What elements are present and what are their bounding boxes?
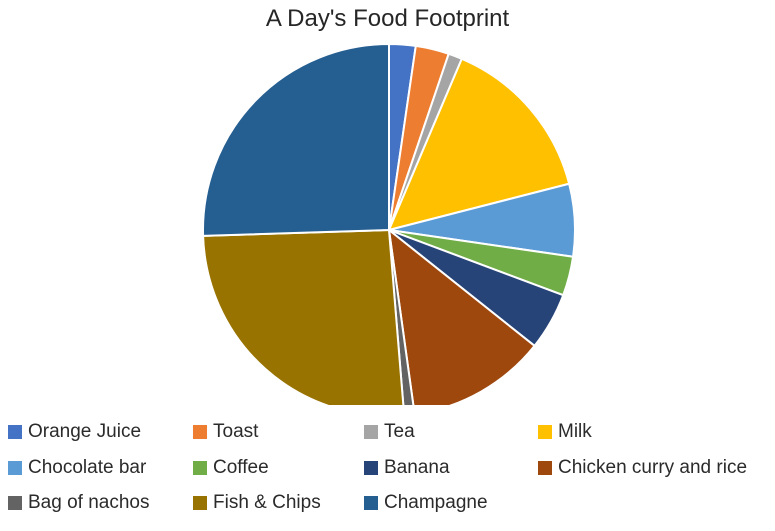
legend-item-chicken-curry-and-rice: Chicken curry and rice <box>538 455 747 481</box>
legend-item-milk: Milk <box>538 419 592 445</box>
pie-slice-chicken-curry-and-rice <box>388 229 536 405</box>
legend-item-coffee: Coffee <box>193 455 269 481</box>
pie-chart <box>202 43 576 405</box>
legend-item-orange-juice: Orange Juice <box>8 419 141 445</box>
legend-swatch <box>364 496 378 510</box>
legend-item-toast: Toast <box>193 419 258 445</box>
legend-label: Bag of nachos <box>28 492 150 513</box>
legend-label: Chicken curry and rice <box>558 457 748 478</box>
pie-slice-fish-and-chips <box>202 229 405 405</box>
legend-swatch <box>538 461 552 475</box>
legend-item-banana: Banana <box>364 455 450 481</box>
legend-swatch <box>193 461 207 475</box>
legend-swatch <box>8 425 22 439</box>
legend-label: Banana <box>384 457 450 478</box>
legend-item-chocolate-bar: Chocolate bar <box>8 455 146 481</box>
legend-label: Champagne <box>384 492 488 513</box>
legend-label: Toast <box>213 421 259 442</box>
legend-label: Coffee <box>213 457 269 478</box>
legend-item-champagne: Champagne <box>364 490 488 516</box>
chart-title: A Day's Food Footprint <box>265 5 510 32</box>
pie-slice-milk <box>388 57 571 231</box>
legend-swatch <box>538 425 552 439</box>
legend-label: Orange Juice <box>28 421 142 442</box>
legend-item-bag-of-nachos: Bag of nachos <box>8 490 149 516</box>
legend-swatch <box>193 496 207 510</box>
legend-item-fish-and-chips: Fish & Chips <box>193 490 321 516</box>
pie-slice-champagne <box>202 43 390 237</box>
legend-swatch <box>193 425 207 439</box>
legend-label: Milk <box>558 421 592 442</box>
pie-slice-bag-of-nachos <box>388 229 415 405</box>
legend-swatch <box>8 496 22 510</box>
legend-swatch <box>364 461 378 475</box>
legend-label: Fish & Chips <box>213 492 321 513</box>
legend-item-tea: Tea <box>364 419 415 445</box>
legend-swatch <box>8 461 22 475</box>
legend-label: Chocolate bar <box>28 457 147 478</box>
legend-swatch <box>364 425 378 439</box>
legend-label: Tea <box>384 421 415 442</box>
